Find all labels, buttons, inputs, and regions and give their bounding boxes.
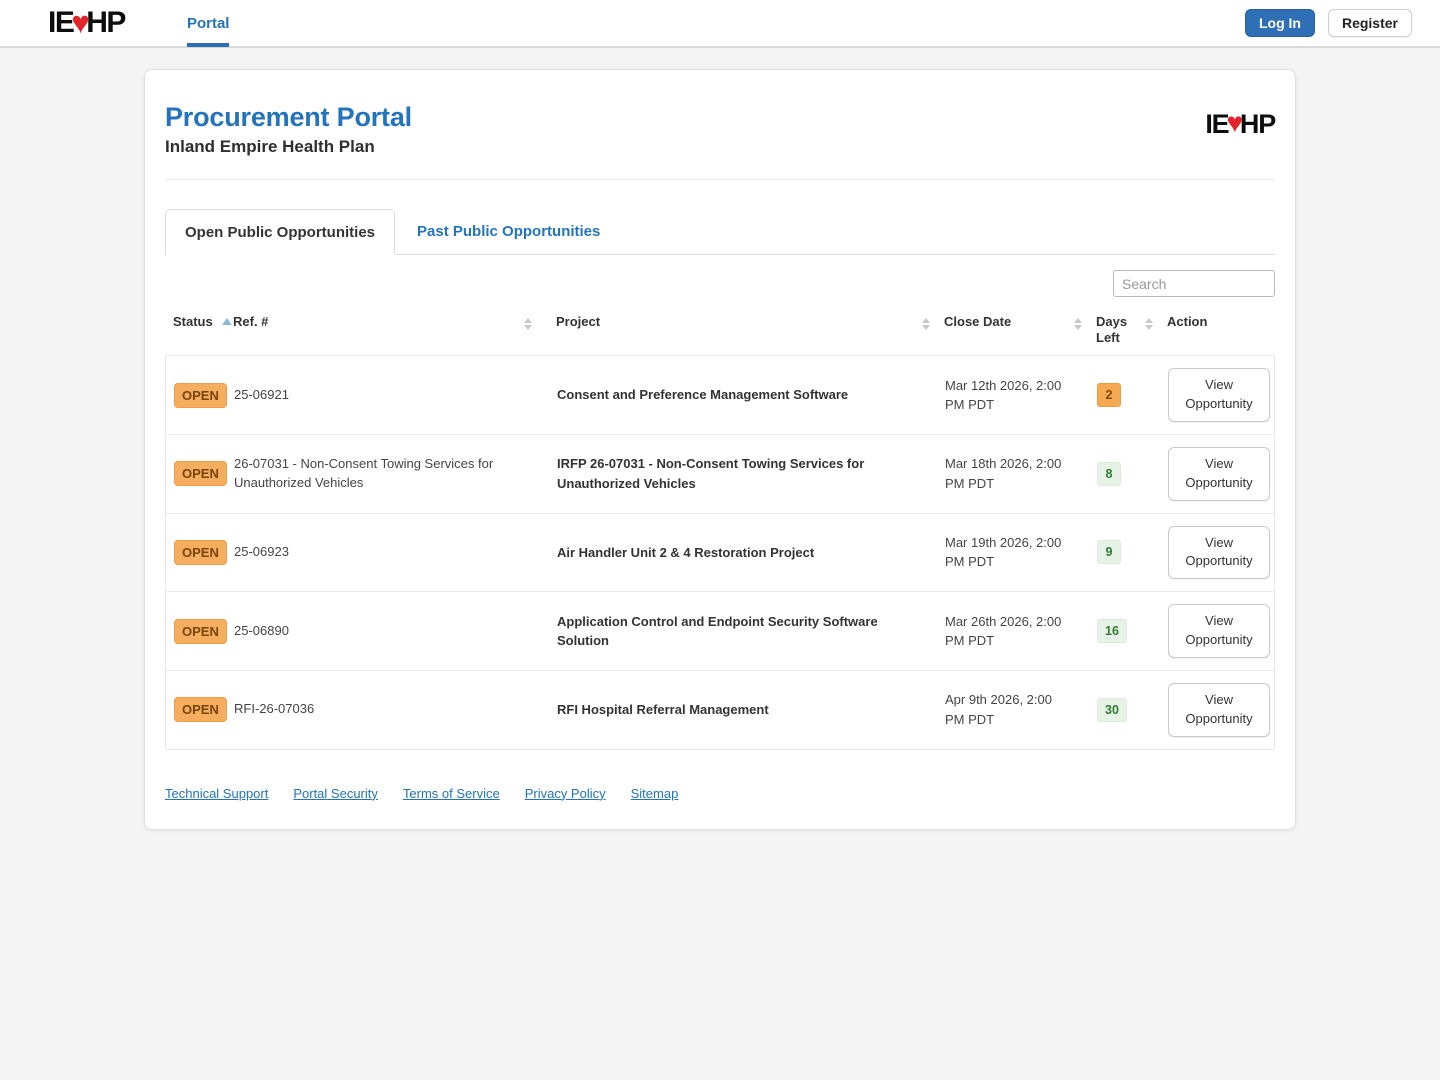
sort-asc-icon bbox=[221, 318, 232, 325]
logo-text-left: IE bbox=[1205, 108, 1229, 139]
view-opportunity-button[interactable]: View Opportunity bbox=[1168, 604, 1270, 658]
close-date: Apr 9th 2026, 2:00 PM PDT bbox=[945, 692, 1052, 727]
logo-text-right: HP bbox=[86, 6, 126, 39]
footer-link-technical-support[interactable]: Technical Support bbox=[165, 785, 269, 801]
status-badge: OPEN bbox=[174, 461, 227, 487]
status-badge: OPEN bbox=[174, 697, 227, 723]
ref-number: 26-07031 - Non-Consent Towing Services f… bbox=[234, 455, 494, 490]
heart-icon: ♥ bbox=[71, 4, 89, 40]
table-row: OPEN 25-06921 Consent and Preference Man… bbox=[166, 356, 1274, 434]
project-name: Consent and Preference Management Softwa… bbox=[557, 387, 849, 403]
tab-bar: Open Public Opportunities Past Public Op… bbox=[165, 209, 1275, 255]
page-subtitle: Inland Empire Health Plan bbox=[165, 137, 375, 156]
days-left-badge: 16 bbox=[1097, 619, 1127, 644]
ref-number: RFI-26-07036 bbox=[234, 701, 315, 717]
view-opportunity-button[interactable]: View Opportunity bbox=[1168, 525, 1270, 580]
view-opportunity-button[interactable]: View Opportunity bbox=[1168, 682, 1270, 737]
table-header: Status Ref. # Project Close Date Days Le… bbox=[165, 306, 1275, 355]
heart-icon: ♥ bbox=[1226, 107, 1243, 138]
footer-link-portal-security[interactable]: Portal Security bbox=[293, 785, 378, 801]
sort-icon[interactable] bbox=[1145, 318, 1153, 330]
days-left-badge: 8 bbox=[1097, 461, 1121, 486]
table-row: OPEN RFI-26-07036 RFI Hospital Referral … bbox=[166, 669, 1274, 749]
close-date: Mar 18th 2026, 2:00 PM PDT bbox=[945, 456, 1062, 491]
footer-link-sitemap[interactable]: Sitemap bbox=[630, 785, 679, 801]
days-left-badge: 30 bbox=[1097, 697, 1127, 722]
nav-link-portal[interactable]: Portal bbox=[186, 0, 229, 47]
view-opportunity-button[interactable]: View Opportunity bbox=[1168, 446, 1270, 501]
days-left-badge: 2 bbox=[1097, 383, 1121, 408]
iehp-card-logo: IE ♥ HP bbox=[1205, 107, 1276, 139]
close-date: Mar 12th 2026, 2:00 PM PDT bbox=[945, 377, 1062, 413]
opportunities-table-body: OPEN 25-06921 Consent and Preference Man… bbox=[165, 355, 1275, 750]
sort-icon[interactable] bbox=[524, 318, 532, 330]
table-row: OPEN 26-07031 - Non-Consent Towing Servi… bbox=[166, 433, 1274, 513]
search-row bbox=[165, 255, 1275, 306]
table-row: OPEN 25-06890 Application Control and En… bbox=[166, 591, 1274, 670]
column-header-days-left[interactable]: Days Left bbox=[1096, 314, 1167, 345]
days-left-badge: 9 bbox=[1097, 540, 1121, 565]
iehp-logo: IE ♥ HP bbox=[48, 4, 126, 40]
column-header-close-date[interactable]: Close Date bbox=[944, 314, 1096, 345]
tab-past-public-opportunities[interactable]: Past Public Opportunities bbox=[417, 223, 601, 240]
tab-open-public-opportunities[interactable]: Open Public Opportunities bbox=[165, 209, 396, 255]
footer-link-terms-of-service[interactable]: Terms of Service bbox=[402, 785, 500, 801]
project-name: Air Handler Unit 2 & 4 Restoration Proje… bbox=[557, 544, 815, 560]
card-header: Procurement Portal Inland Empire Health … bbox=[165, 96, 1276, 157]
project-name: Application Control and Endpoint Securit… bbox=[557, 613, 878, 649]
table-row: OPEN 25-06923 Air Handler Unit 2 & 4 Res… bbox=[166, 512, 1274, 592]
column-header-status[interactable]: Status bbox=[173, 314, 233, 345]
ref-number: 25-06923 bbox=[234, 543, 289, 559]
view-opportunity-button[interactable]: View Opportunity bbox=[1168, 368, 1270, 422]
project-name: IRFP 26-07031 - Non-Consent Towing Servi… bbox=[557, 456, 865, 491]
page-title: Procurement Portal bbox=[165, 102, 412, 132]
logo-text-right: HP bbox=[1239, 108, 1276, 139]
status-badge: OPEN bbox=[174, 539, 227, 565]
close-date: Mar 26th 2026, 2:00 PM PDT bbox=[945, 613, 1062, 649]
close-date: Mar 19th 2026, 2:00 PM PDT bbox=[945, 534, 1062, 570]
footer-link-privacy-policy[interactable]: Privacy Policy bbox=[524, 785, 606, 801]
column-header-action: Action bbox=[1167, 314, 1208, 329]
ref-number: 25-06921 bbox=[234, 386, 289, 402]
column-header-ref[interactable]: Ref. # bbox=[233, 314, 556, 345]
sort-icon[interactable] bbox=[922, 318, 930, 330]
register-button[interactable]: Register bbox=[1327, 9, 1412, 37]
logo-text-left: IE bbox=[48, 6, 75, 39]
status-badge: OPEN bbox=[174, 382, 227, 408]
procurement-portal-card: Procurement Portal Inland Empire Health … bbox=[144, 69, 1296, 830]
login-button[interactable]: Log In bbox=[1244, 9, 1315, 37]
project-name: RFI Hospital Referral Management bbox=[557, 702, 769, 718]
ref-number: 25-06890 bbox=[234, 622, 289, 638]
header-divider bbox=[165, 179, 1275, 180]
column-header-project[interactable]: Project bbox=[556, 314, 944, 345]
top-navbar: IE ♥ HP Portal Log In Register bbox=[0, 0, 1440, 48]
sort-icon[interactable] bbox=[1074, 318, 1082, 330]
search-input[interactable] bbox=[1113, 270, 1275, 297]
status-badge: OPEN bbox=[174, 618, 227, 644]
footer-links: Technical Support Portal Security Terms of… bbox=[165, 750, 1275, 809]
